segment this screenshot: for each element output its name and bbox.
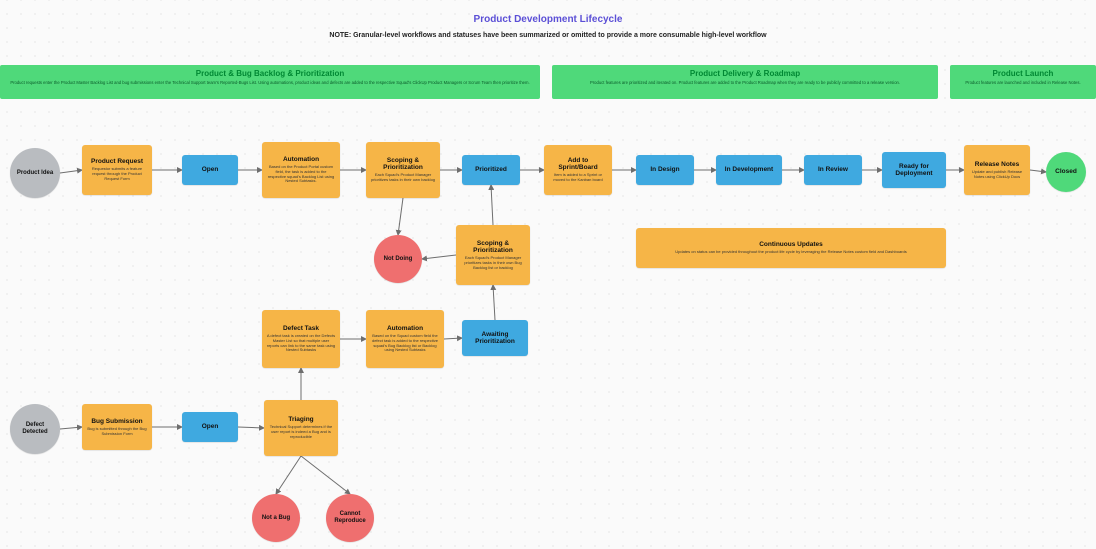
node-sub: Update and publish Release Notes using C… <box>968 170 1026 180</box>
node-open2: Open <box>182 412 238 442</box>
node-title: Open <box>202 166 219 173</box>
node-sub: Updates on status can be provided throug… <box>675 250 906 255</box>
node-productRequest: Product Request Requestor submits a featu… <box>82 145 152 195</box>
node-title: Open <box>202 423 219 430</box>
phase-delivery: Product Delivery & Roadmap Product featur… <box>552 65 938 99</box>
node-awaiting: Awaiting Prioritization <box>462 320 528 356</box>
phase-title: Product Launch <box>956 69 1090 78</box>
node-scoping1: Scoping & Prioritization Each Squad's Pro… <box>366 142 440 198</box>
node-title: Not Doing <box>384 256 413 263</box>
node-title: In Review <box>818 166 848 173</box>
node-title: Not a Bug <box>262 515 290 522</box>
node-sub: Item is added to a Sprint or moved to th… <box>548 173 608 183</box>
node-sub: Based on the Product Portal custom field… <box>266 165 336 184</box>
node-addSprint: Add to Sprint/Board Item is added to a Sp… <box>544 145 612 195</box>
node-automation2: Automation Based on the Squad custom fiel… <box>366 310 444 368</box>
node-closed: Closed <box>1046 152 1086 192</box>
node-title: Scoping & Prioritization <box>460 240 526 254</box>
node-scoping2: Scoping & Prioritization Each Squad's Pro… <box>456 225 530 285</box>
node-title: In Development <box>725 166 773 173</box>
node-title: Automation <box>387 325 423 332</box>
phase-title: Product Delivery & Roadmap <box>558 69 932 78</box>
node-prioritized: Prioritized <box>462 155 520 185</box>
node-title: Defect Detected <box>14 422 56 435</box>
node-productIdea: Product Idea <box>10 148 60 198</box>
node-notBug: Not a Bug <box>252 494 300 542</box>
node-readyDeploy: Ready for Deployment <box>882 152 946 188</box>
node-inReview: In Review <box>804 155 862 185</box>
node-sub: Based on the Squad custom field the defe… <box>370 334 440 353</box>
node-title: Release Notes <box>975 161 1019 168</box>
node-defectDetected: Defect Detected <box>10 404 60 454</box>
node-title: Product Idea <box>17 170 53 177</box>
node-title: Ready for Deployment <box>886 163 942 177</box>
phase-launch: Product Launch Product features are launc… <box>950 65 1096 99</box>
node-open1: Open <box>182 155 238 185</box>
node-sub: Technical Support determines if the user… <box>268 425 334 439</box>
node-releaseNotes: Release Notes Update and publish Release … <box>964 145 1030 195</box>
phase-sub: Product features are launched and includ… <box>956 80 1090 85</box>
node-title: Defect Task <box>283 325 319 332</box>
node-title: Bug Submission <box>91 418 142 425</box>
node-title: Automation <box>283 156 319 163</box>
node-inDesign: In Design <box>636 155 694 185</box>
phase-backlog: Product & Bug Backlog & Prioritization Pr… <box>0 65 540 99</box>
node-title: Prioritized <box>475 166 507 173</box>
node-title: Awaiting Prioritization <box>466 331 524 345</box>
node-title: Product Request <box>91 158 143 165</box>
node-sub: Each Squad's Product Manager prioritizes… <box>460 256 526 270</box>
phase-title: Product & Bug Backlog & Prioritization <box>6 69 534 78</box>
node-title: Triaging <box>288 416 313 423</box>
node-contUpdates: Continuous Updates Updates on status can … <box>636 228 946 268</box>
node-title: Scoping & Prioritization <box>370 157 436 171</box>
node-inDev: In Development <box>716 155 782 185</box>
node-defectTask: Defect Task A defect task is created on t… <box>262 310 340 368</box>
node-notDoing: Not Doing <box>374 235 422 283</box>
page-title: Product Development Lifecycle <box>0 14 1096 25</box>
node-triaging: Triaging Technical Support determines if … <box>264 400 338 456</box>
node-title: Closed <box>1055 168 1077 175</box>
node-title: Continuous Updates <box>759 241 823 248</box>
node-sub: Requestor submits a feature request thro… <box>86 167 148 181</box>
node-sub: Each Squad's Product Manager prioritizes… <box>370 173 436 183</box>
node-sub: A defect task is created on the Defects … <box>266 334 336 353</box>
node-automation1: Automation Based on the Product Portal cu… <box>262 142 340 198</box>
node-title: Cannot Reproduce <box>330 511 370 524</box>
node-sub: Bug is submitted through the Bug Submiss… <box>86 427 148 437</box>
node-title: Add to Sprint/Board <box>548 157 608 171</box>
node-cantRepro: Cannot Reproduce <box>326 494 374 542</box>
node-bugSubmission: Bug Submission Bug is submitted through t… <box>82 404 152 450</box>
node-title: In Design <box>650 166 679 173</box>
phase-sub: Product features are prioritized and ite… <box>558 80 932 85</box>
page-note: NOTE: Granular-level workflows and statu… <box>0 32 1096 39</box>
phase-sub: Product requests enter the Product Maste… <box>6 80 534 85</box>
